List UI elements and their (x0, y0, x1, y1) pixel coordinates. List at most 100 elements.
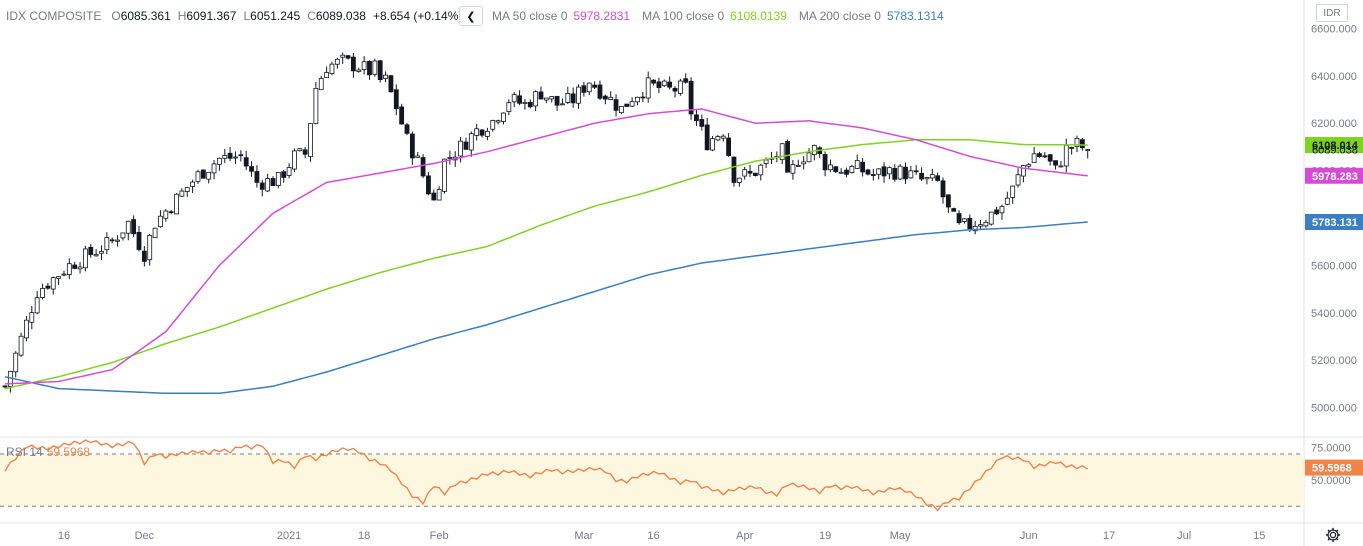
candle-body (458, 140, 464, 157)
candle-body (779, 143, 785, 161)
candle-body (549, 96, 555, 100)
currency-button[interactable]: IDR (1316, 4, 1348, 22)
candle-body (913, 170, 919, 173)
candle-body (581, 85, 587, 93)
candle-body (747, 170, 753, 174)
candle-body (833, 166, 839, 173)
candle-body (651, 79, 656, 84)
candle-body (490, 119, 496, 130)
candle-body (404, 124, 410, 134)
candle-body (297, 148, 303, 151)
candle-body (543, 97, 549, 101)
candle-body (238, 154, 244, 157)
price-axis-tick: 5200.000 (1311, 355, 1357, 367)
time-axis-tick: Jun (1020, 530, 1038, 542)
candle-body (619, 106, 624, 114)
candle-body (409, 133, 415, 159)
candle-body (109, 239, 115, 242)
candle-body (93, 254, 99, 257)
ma50-line (4, 108, 1088, 385)
candle-body (383, 74, 388, 79)
candle-body (1074, 137, 1080, 147)
candle-body (570, 93, 576, 104)
candle-body (372, 60, 378, 75)
rsi-last-badge (1305, 459, 1363, 476)
candle-body (184, 187, 190, 192)
candle-body (849, 166, 855, 173)
candle-body (447, 157, 453, 159)
candle-body (962, 218, 967, 222)
candle-body (710, 138, 715, 151)
candle-body (726, 137, 731, 156)
candle-body (286, 167, 292, 176)
candle-body (259, 182, 265, 190)
candle-body (533, 91, 539, 107)
candle-body (704, 124, 710, 151)
candle-body (677, 80, 683, 94)
time-axis-tick: 18 (358, 530, 370, 542)
candle-body (640, 96, 646, 99)
last-price-label: 5978.283 (1312, 171, 1358, 183)
candle-body (222, 155, 228, 159)
candle-body (281, 171, 287, 178)
candle-body (822, 154, 828, 171)
candle-body (635, 96, 640, 103)
ma50-name[interactable]: MA 50 close 0 (492, 9, 568, 23)
candle-body (967, 217, 973, 229)
rsi-line (4, 439, 1089, 512)
ma200-name[interactable]: MA 200 close 0 (798, 9, 881, 23)
candle-body (1085, 149, 1091, 151)
rsi-name[interactable]: RSI 14 (6, 445, 43, 459)
candle-body (511, 94, 517, 103)
candle-body (945, 194, 951, 208)
symbol-name[interactable]: IDX COMPOSITE (6, 9, 102, 23)
time-axis-tick: Feb (430, 530, 449, 542)
candle-body (1026, 164, 1032, 167)
candle-body (501, 112, 506, 122)
candle-body (576, 86, 581, 104)
last-price-label: 5783.131 (1312, 217, 1358, 229)
last-price-badge (1305, 137, 1363, 154)
candle-body (420, 157, 426, 177)
price-axis-tick: 5600.000 (1311, 260, 1357, 272)
candle-body (844, 169, 849, 175)
candle-body (1053, 160, 1058, 166)
candle-body (892, 168, 898, 180)
candle-body (302, 149, 308, 155)
candle-body (431, 192, 437, 201)
candle-body (1079, 139, 1085, 149)
candle-body (881, 166, 887, 177)
time-axis-tick: 17 (1103, 530, 1115, 542)
candle-body (506, 102, 512, 112)
collapse-legend-button[interactable]: ❮ (459, 6, 483, 26)
candle-body (929, 174, 935, 179)
candle-body (903, 166, 908, 180)
time-axis-tick: May (890, 530, 911, 542)
candle-body (377, 60, 383, 81)
candle-body (870, 174, 876, 176)
candle-body (999, 206, 1005, 214)
candle-body (838, 171, 844, 174)
time-axis-tick: 2021 (277, 530, 301, 542)
candle-body (265, 178, 271, 192)
candle-body (795, 165, 801, 167)
candle-body (72, 264, 78, 269)
candle-body (211, 163, 217, 174)
low-label: L (243, 9, 251, 23)
candle-body (393, 89, 399, 110)
candle-body (527, 101, 533, 108)
candle-body (1010, 185, 1016, 198)
candle-body (602, 95, 608, 100)
candle-body (592, 84, 597, 88)
candle-body (661, 80, 667, 87)
candle-body (683, 78, 689, 83)
ma100-name[interactable]: MA 100 close 0 (642, 9, 725, 23)
gear-icon[interactable] (1325, 527, 1341, 543)
time-axis-tick: Mar (574, 530, 593, 542)
candle-body (356, 69, 362, 72)
candle-body (18, 335, 24, 356)
candle-body (554, 95, 560, 106)
time-axis-tick: 15 (1253, 530, 1265, 542)
candle-body (318, 78, 324, 91)
